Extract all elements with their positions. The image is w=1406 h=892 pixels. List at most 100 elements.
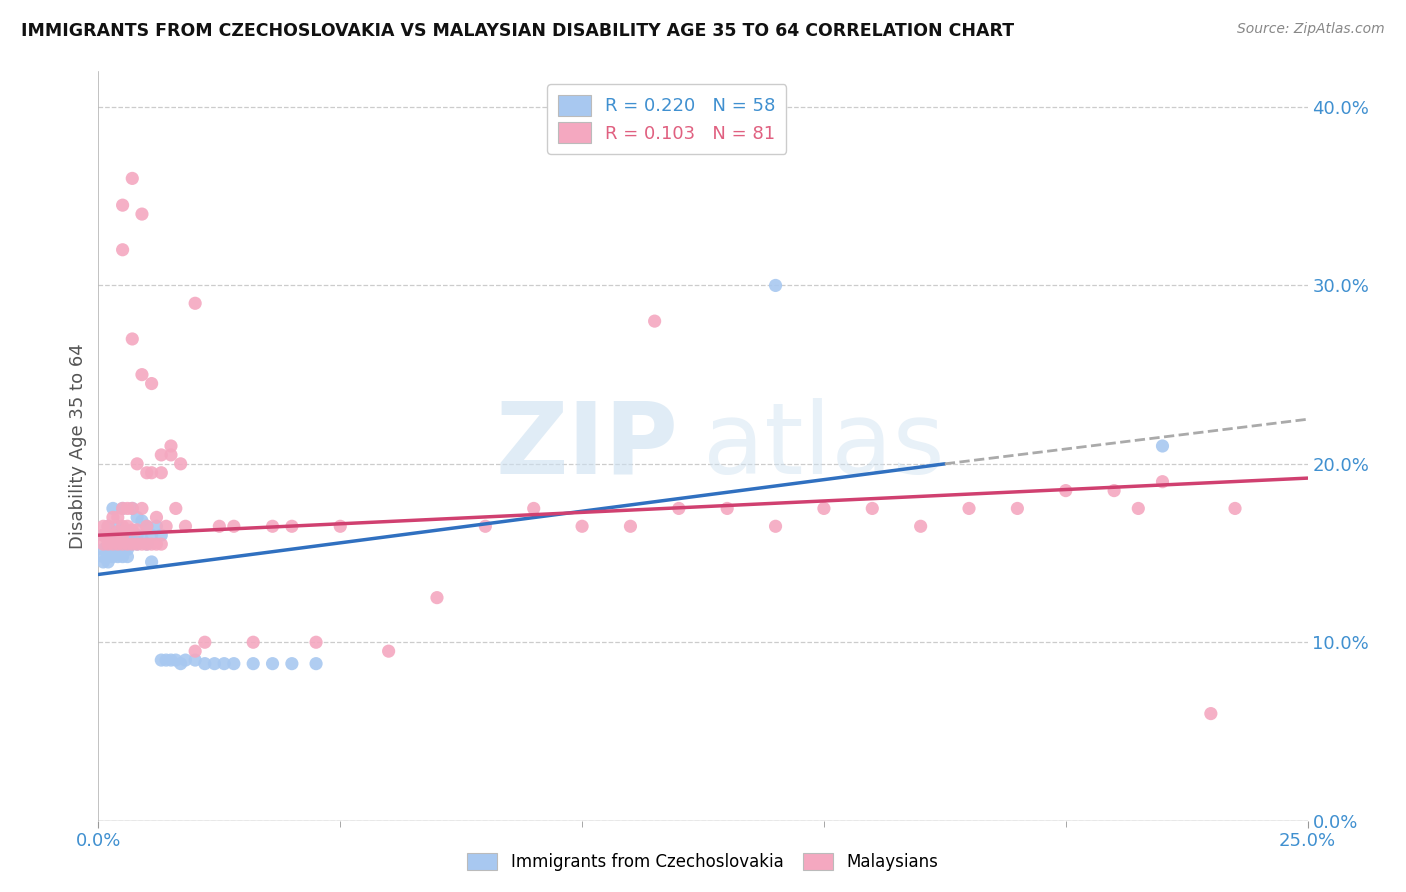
- Point: [1128, 501, 1150, 516]
- Point: [131, 532, 153, 546]
- Point: [127, 537, 149, 551]
- Point: [155, 519, 177, 533]
- Point: [97, 537, 120, 551]
- Point: [957, 501, 980, 516]
- Text: Source: ZipAtlas.com: Source: ZipAtlas.com: [1237, 22, 1385, 37]
- Point: [212, 657, 235, 671]
- Point: [184, 653, 207, 667]
- Point: [97, 519, 120, 533]
- Point: [111, 198, 134, 212]
- Point: [281, 519, 304, 533]
- Point: [571, 519, 593, 533]
- Point: [97, 519, 120, 533]
- Legend: R = 0.220   N = 58, R = 0.103   N = 81: R = 0.220 N = 58, R = 0.103 N = 81: [547, 84, 786, 153]
- Point: [117, 549, 139, 564]
- Point: [174, 653, 197, 667]
- Point: [121, 171, 143, 186]
- Point: [127, 523, 149, 537]
- Point: [165, 653, 187, 667]
- Point: [329, 519, 352, 533]
- Point: [150, 448, 173, 462]
- Point: [101, 501, 124, 516]
- Point: [127, 537, 149, 551]
- Point: [111, 537, 134, 551]
- Point: [101, 549, 124, 564]
- Point: [141, 537, 163, 551]
- Point: [242, 635, 264, 649]
- Point: [262, 657, 284, 671]
- Point: [160, 439, 183, 453]
- Point: [101, 510, 124, 524]
- Point: [145, 537, 167, 551]
- Point: [145, 510, 167, 524]
- Point: [117, 537, 139, 551]
- Point: [222, 519, 245, 533]
- Point: [97, 549, 120, 564]
- Point: [305, 657, 328, 671]
- Point: [668, 501, 690, 516]
- Point: [1007, 501, 1029, 516]
- Point: [131, 368, 153, 382]
- Text: atlas: atlas: [703, 398, 945, 494]
- Point: [107, 549, 129, 564]
- Point: [242, 657, 264, 671]
- Point: [716, 501, 738, 516]
- Point: [101, 528, 124, 542]
- Point: [131, 537, 153, 551]
- Point: [117, 532, 139, 546]
- Point: [121, 501, 143, 516]
- Point: [150, 653, 173, 667]
- Point: [121, 537, 143, 551]
- Point: [262, 519, 284, 533]
- Point: [194, 635, 217, 649]
- Point: [1152, 475, 1174, 489]
- Point: [1054, 483, 1077, 498]
- Point: [107, 524, 129, 539]
- Point: [91, 542, 114, 557]
- Point: [141, 466, 163, 480]
- Point: [107, 519, 129, 533]
- Point: [111, 528, 134, 542]
- Point: [169, 657, 191, 671]
- Point: [97, 542, 120, 557]
- Point: [765, 278, 787, 293]
- Y-axis label: Disability Age 35 to 64: Disability Age 35 to 64: [69, 343, 87, 549]
- Point: [111, 501, 134, 516]
- Point: [150, 466, 173, 480]
- Point: [111, 243, 134, 257]
- Point: [107, 510, 129, 524]
- Point: [860, 501, 883, 516]
- Point: [150, 537, 173, 551]
- Point: [97, 528, 120, 542]
- Point: [91, 519, 114, 533]
- Point: [111, 549, 134, 564]
- Point: [1152, 439, 1174, 453]
- Point: [1102, 483, 1125, 498]
- Point: [194, 657, 217, 671]
- Text: ZIP: ZIP: [496, 398, 679, 494]
- Point: [204, 657, 226, 671]
- Point: [160, 448, 183, 462]
- Point: [97, 555, 120, 569]
- Point: [135, 519, 157, 533]
- Point: [169, 457, 191, 471]
- Point: [813, 501, 835, 516]
- Legend: Immigrants from Czechoslovakia, Malaysians: Immigrants from Czechoslovakia, Malaysia…: [458, 845, 948, 880]
- Point: [117, 519, 139, 533]
- Point: [208, 519, 231, 533]
- Point: [619, 519, 641, 533]
- Point: [174, 519, 197, 533]
- Point: [426, 591, 449, 605]
- Point: [131, 207, 153, 221]
- Point: [141, 555, 163, 569]
- Point: [111, 546, 134, 560]
- Point: [97, 537, 120, 551]
- Point: [281, 657, 304, 671]
- Point: [117, 542, 139, 557]
- Point: [131, 514, 153, 528]
- Point: [165, 501, 187, 516]
- Point: [765, 519, 787, 533]
- Point: [107, 532, 129, 546]
- Point: [184, 644, 207, 658]
- Point: [121, 537, 143, 551]
